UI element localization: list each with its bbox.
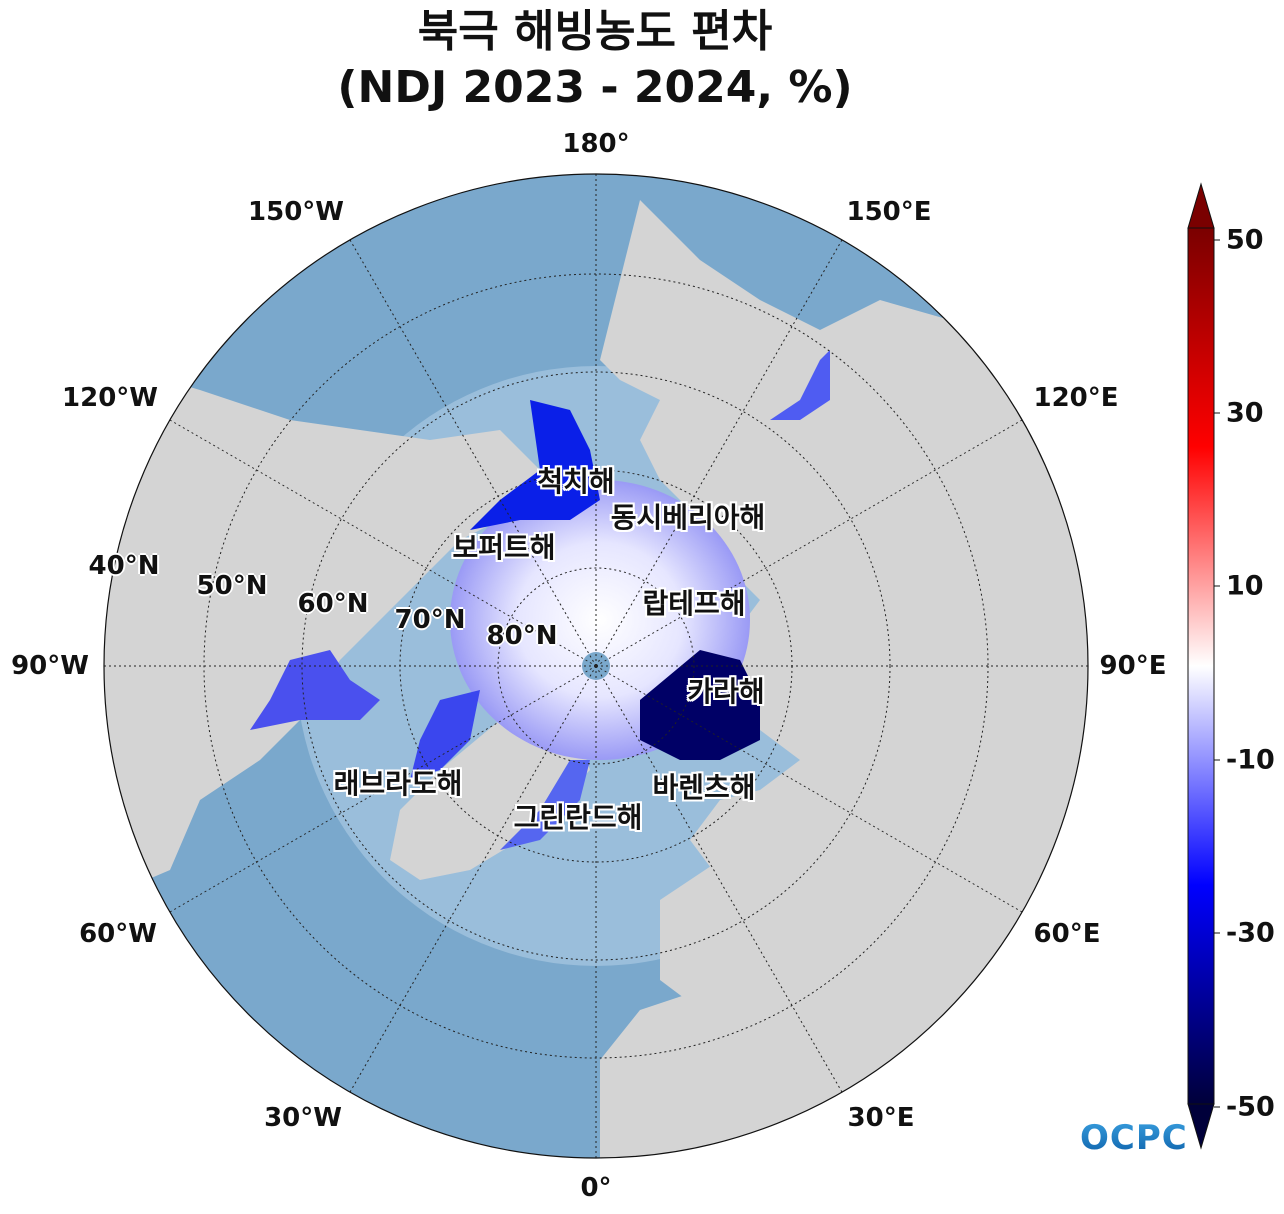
land-north-america bbox=[104, 360, 540, 900]
lon-label-90e: 90°E bbox=[1099, 651, 1167, 681]
meridian-line bbox=[595, 665, 843, 1093]
latitude-circle bbox=[497, 567, 695, 765]
meridian-line bbox=[595, 239, 843, 667]
colorbar-tick-minus50: -50 bbox=[1226, 1091, 1275, 1123]
sea-label-greenland: 그린란드해 bbox=[513, 801, 643, 834]
lat-label-60n: 60°N bbox=[297, 589, 369, 619]
lat-label-80n: 80°N bbox=[486, 621, 558, 651]
meridian-line bbox=[595, 665, 1023, 913]
ice-anomaly-okhotsk bbox=[770, 350, 830, 420]
colorbar-tick-minus10: -10 bbox=[1226, 744, 1275, 776]
meridian-line bbox=[349, 665, 597, 1093]
meridian-line bbox=[169, 665, 597, 913]
meridian-line bbox=[169, 419, 597, 667]
colorbar-extend-min bbox=[1187, 1103, 1215, 1150]
lon-label-30w: 30°W bbox=[264, 1103, 342, 1133]
colorbar-tick-10: 10 bbox=[1226, 570, 1264, 602]
colorbar-tick-30: 30 bbox=[1226, 397, 1264, 429]
colorbar-tick-minus30: -30 bbox=[1226, 917, 1275, 949]
lon-label-120e: 120°E bbox=[1033, 383, 1119, 413]
ice-anomaly-kara-barents bbox=[640, 650, 760, 760]
ice-anomaly-greenland-sea bbox=[500, 760, 590, 850]
sea-label-kara: 카라해 bbox=[687, 675, 765, 708]
meridian-line bbox=[595, 419, 1023, 667]
sea-label-chukchi: 척치해 bbox=[537, 465, 615, 498]
lon-label-60e: 60°E bbox=[1033, 919, 1101, 949]
lon-label-30e: 30°E bbox=[847, 1103, 915, 1133]
sea-label-barents: 바렌츠해 bbox=[652, 771, 756, 804]
sea-label-east-siberian: 동시베리아해 bbox=[610, 501, 766, 534]
land-eurasia bbox=[600, 200, 1088, 1158]
map-body bbox=[104, 174, 1088, 1158]
ocpc-logo: OCPC bbox=[1080, 1118, 1188, 1158]
lon-label-180: 180° bbox=[562, 129, 630, 159]
lat-label-70n: 70°N bbox=[394, 605, 466, 635]
colorbar-body bbox=[1187, 227, 1215, 1105]
colorbar-tick-50: 50 bbox=[1226, 224, 1264, 256]
lon-label-150w: 150°W bbox=[248, 197, 344, 227]
lon-label-90w: 90°W bbox=[11, 651, 89, 681]
ice-anomaly-baffin bbox=[410, 690, 480, 780]
meridian-line bbox=[349, 239, 597, 667]
sea-label-laptev: 랍테프해 bbox=[642, 587, 746, 620]
latitude-circle bbox=[301, 371, 891, 961]
lon-label-60w: 60°W bbox=[79, 919, 157, 949]
map-title-line2: (NDJ 2023 - 2024, %) bbox=[337, 62, 853, 113]
sea-label-beaufort: 보퍼트해 bbox=[452, 531, 556, 564]
lat-label-40n: 40°N bbox=[88, 551, 160, 581]
ice-anomaly-chukchi bbox=[470, 400, 600, 530]
lon-label-0: 0° bbox=[580, 1173, 612, 1203]
land-scandinavia bbox=[660, 860, 800, 1010]
map-boundary bbox=[103, 173, 1089, 1159]
map-title-line1: 북극 해빙농도 편차 bbox=[417, 6, 773, 57]
lon-label-120w: 120°W bbox=[62, 383, 158, 413]
colorbar bbox=[1187, 182, 1220, 1150]
graticule bbox=[104, 174, 1088, 1158]
sea-label-labrador: 래브라도해 bbox=[333, 767, 463, 800]
lon-label-150e: 150°E bbox=[846, 197, 932, 227]
lat-label-50n: 50°N bbox=[196, 571, 268, 601]
colorbar-extend-max bbox=[1187, 182, 1215, 229]
ice-anomaly-hudson bbox=[250, 650, 380, 730]
